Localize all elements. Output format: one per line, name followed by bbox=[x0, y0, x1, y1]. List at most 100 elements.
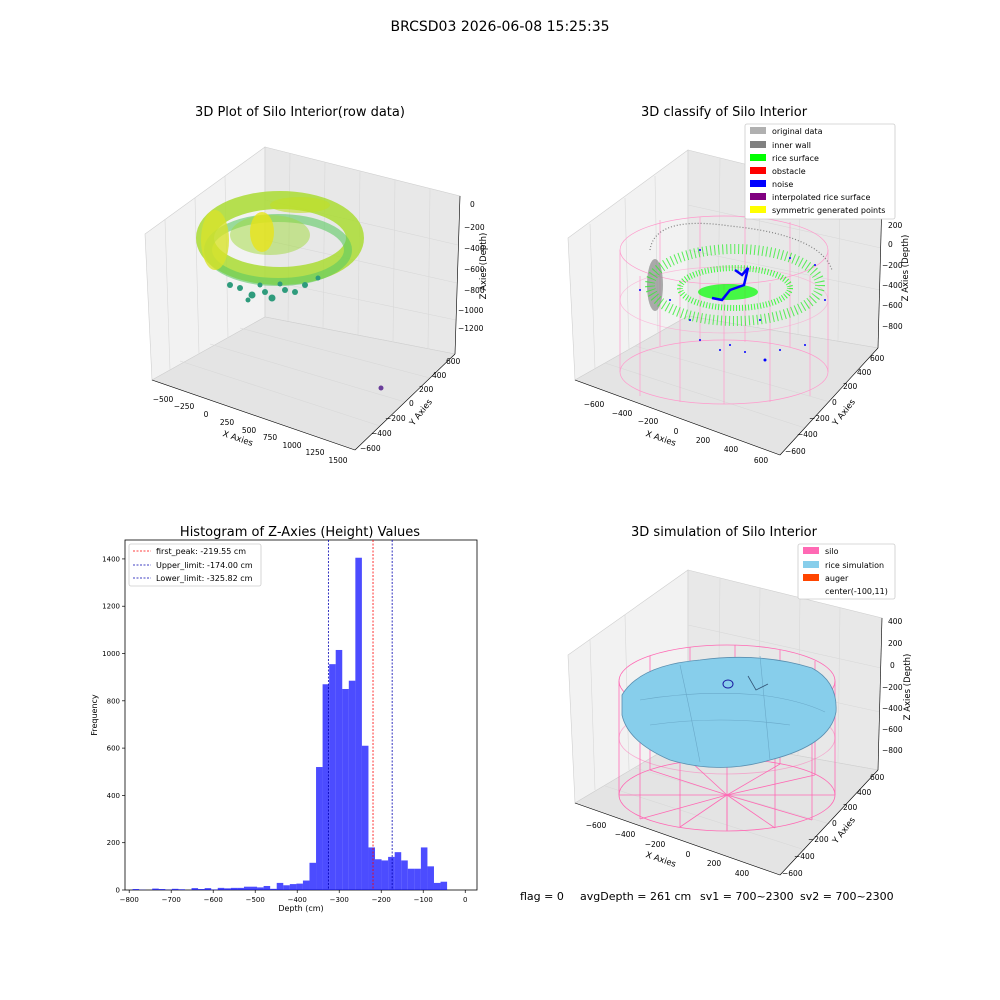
classify-x-tick: 200 bbox=[696, 436, 711, 445]
classify-x-tick: −600 bbox=[584, 400, 605, 409]
classify-legend-label: interpolated rice surface bbox=[772, 193, 870, 202]
avg-depth-text: avgDepth = 261 cm bbox=[580, 890, 691, 903]
hist-y-tick-label: 0 bbox=[116, 887, 120, 895]
raw-x-tick: −500 bbox=[153, 395, 174, 404]
raw-y-tick: −200 bbox=[385, 414, 406, 423]
hist-y-tick-label: 1400 bbox=[102, 555, 120, 563]
simulation-legend: silo rice simulation auger center(-100,1… bbox=[797, 543, 896, 600]
classify-y-tick: 600 bbox=[870, 354, 885, 363]
classify-z-tick: −800 bbox=[882, 322, 903, 331]
hist-bar bbox=[420, 847, 428, 890]
hist-bar bbox=[152, 888, 159, 890]
classify-legend-swatch bbox=[750, 167, 766, 174]
classify-points bbox=[639, 222, 833, 362]
simulation-y-tick: 200 bbox=[843, 803, 858, 812]
status-line: flag = 0 avgDepth = 261 cm sv1 = 700~230… bbox=[520, 890, 894, 903]
classify-z-tick: −600 bbox=[882, 301, 903, 310]
classify-x-tick: 0 bbox=[674, 427, 679, 436]
raw-x-tick: 250 bbox=[220, 418, 235, 427]
classify-z-tick: 0 bbox=[888, 240, 893, 249]
raw-z-tick: −600 bbox=[464, 265, 485, 274]
hist-y-tick-label: 1200 bbox=[102, 603, 120, 611]
simulation-z-label: Z Axies (Depth) bbox=[903, 654, 913, 721]
classify-legend-swatch bbox=[750, 193, 766, 200]
simulation-y-tick: 600 bbox=[870, 773, 885, 782]
hist-x-tick-label: −100 bbox=[414, 896, 433, 904]
raw-z-tick: −1000 bbox=[458, 306, 484, 315]
simulation-legend-label: rice simulation bbox=[825, 561, 884, 570]
hist-bar bbox=[375, 859, 382, 890]
classify-x-tick: −200 bbox=[638, 417, 659, 426]
raw-x-tick: 1000 bbox=[282, 441, 301, 450]
simulation-z-tick: −400 bbox=[882, 704, 903, 713]
raw-z-tick: −200 bbox=[464, 223, 485, 232]
raw-x-tick: 0 bbox=[204, 410, 209, 419]
raw-scatter-panel: 3D Plot of Silo Interior(row data) bbox=[144, 105, 489, 465]
classify-legend-frame bbox=[744, 123, 896, 220]
hist-bar bbox=[302, 880, 310, 890]
hist-bar bbox=[250, 886, 258, 890]
hist-bar bbox=[355, 557, 362, 890]
raw-z-tick: 0 bbox=[470, 200, 475, 209]
hist-y-tick-label: 200 bbox=[107, 839, 120, 847]
raw-z-tick: −400 bbox=[464, 244, 485, 253]
hist-bar bbox=[217, 887, 225, 890]
simulation-z-tick: −600 bbox=[882, 725, 903, 734]
raw-y-tick: 600 bbox=[446, 357, 461, 366]
hist-bar bbox=[401, 860, 408, 890]
classify-legend: original data inner wall rice surface ob… bbox=[744, 123, 896, 220]
simulation-y-tick: 0 bbox=[832, 819, 837, 828]
hist-y-tick-label: 400 bbox=[107, 792, 120, 800]
simulation-legend-label: silo bbox=[825, 547, 839, 556]
hist-bar bbox=[237, 887, 244, 890]
raw-y-tick: −600 bbox=[360, 444, 381, 453]
hist-bar bbox=[329, 664, 336, 890]
classify-legend-label: obstacle bbox=[772, 167, 806, 176]
hist-x-tick-label: −600 bbox=[204, 896, 223, 904]
simulation-z-tick: −800 bbox=[882, 746, 903, 755]
hist-bar bbox=[263, 885, 271, 890]
raw-z-axis: 0 −200 −400 −600 −800 −1000 −1200 Z Axie… bbox=[454, 195, 489, 355]
simulation-legend-label: auger bbox=[825, 574, 849, 583]
classify-legend-label: symmetric generated points bbox=[772, 206, 885, 215]
raw-x-tick: −250 bbox=[174, 402, 195, 411]
raw-y-tick: 0 bbox=[409, 399, 414, 408]
hist-x-label: Depth (cm) bbox=[278, 904, 323, 913]
hist-bar bbox=[388, 856, 395, 890]
raw-z-tick: −800 bbox=[464, 286, 485, 295]
simulation-y-tick: 400 bbox=[857, 788, 872, 797]
hist-x-tick-label: 0 bbox=[463, 896, 467, 904]
hist-bar bbox=[427, 866, 434, 890]
hist-plot-frame bbox=[124, 539, 478, 891]
classify-panel: 3D classify of Silo Interior bbox=[567, 105, 911, 465]
simulation-x-label: X Axies bbox=[644, 850, 677, 870]
simulation-x-tick: −400 bbox=[615, 830, 636, 839]
hist-bar bbox=[230, 887, 238, 890]
classify-x-tick: 400 bbox=[724, 445, 739, 454]
hist-bar bbox=[381, 860, 389, 890]
classify-legend-label: noise bbox=[772, 180, 793, 189]
hist-legend-label: Upper_limit: -174.00 cm bbox=[156, 561, 253, 570]
classify-z-tick: −400 bbox=[882, 281, 903, 290]
raw-z-tick: −1200 bbox=[458, 324, 484, 333]
simulation-x-tick: 0 bbox=[686, 850, 691, 859]
simulation-z-tick: 0 bbox=[890, 661, 895, 670]
hist-x-tick-label: −300 bbox=[330, 896, 349, 904]
hist-legend-label: Lower_limit: -325.82 cm bbox=[156, 574, 253, 583]
hist-bar bbox=[368, 847, 376, 890]
hist-lines bbox=[327, 540, 393, 890]
raw-x-tick: 750 bbox=[263, 433, 278, 442]
sv1-text: sv1 = 700~2300 bbox=[700, 890, 794, 903]
hist-title: Histogram of Z-Axies (Height) Values bbox=[180, 525, 420, 540]
classify-z-tick: 200 bbox=[888, 221, 903, 230]
hist-bar bbox=[433, 882, 441, 890]
sv2-text: sv2 = 700~2300 bbox=[800, 890, 894, 903]
hist-bar bbox=[178, 889, 185, 890]
flag-text: flag = 0 bbox=[520, 890, 564, 903]
hist-bar bbox=[257, 887, 264, 890]
hist-bar bbox=[191, 888, 199, 890]
classify-legend-swatch bbox=[750, 180, 766, 187]
simulation-legend-frame bbox=[797, 543, 896, 600]
raw-x-tick: 1500 bbox=[328, 456, 347, 465]
